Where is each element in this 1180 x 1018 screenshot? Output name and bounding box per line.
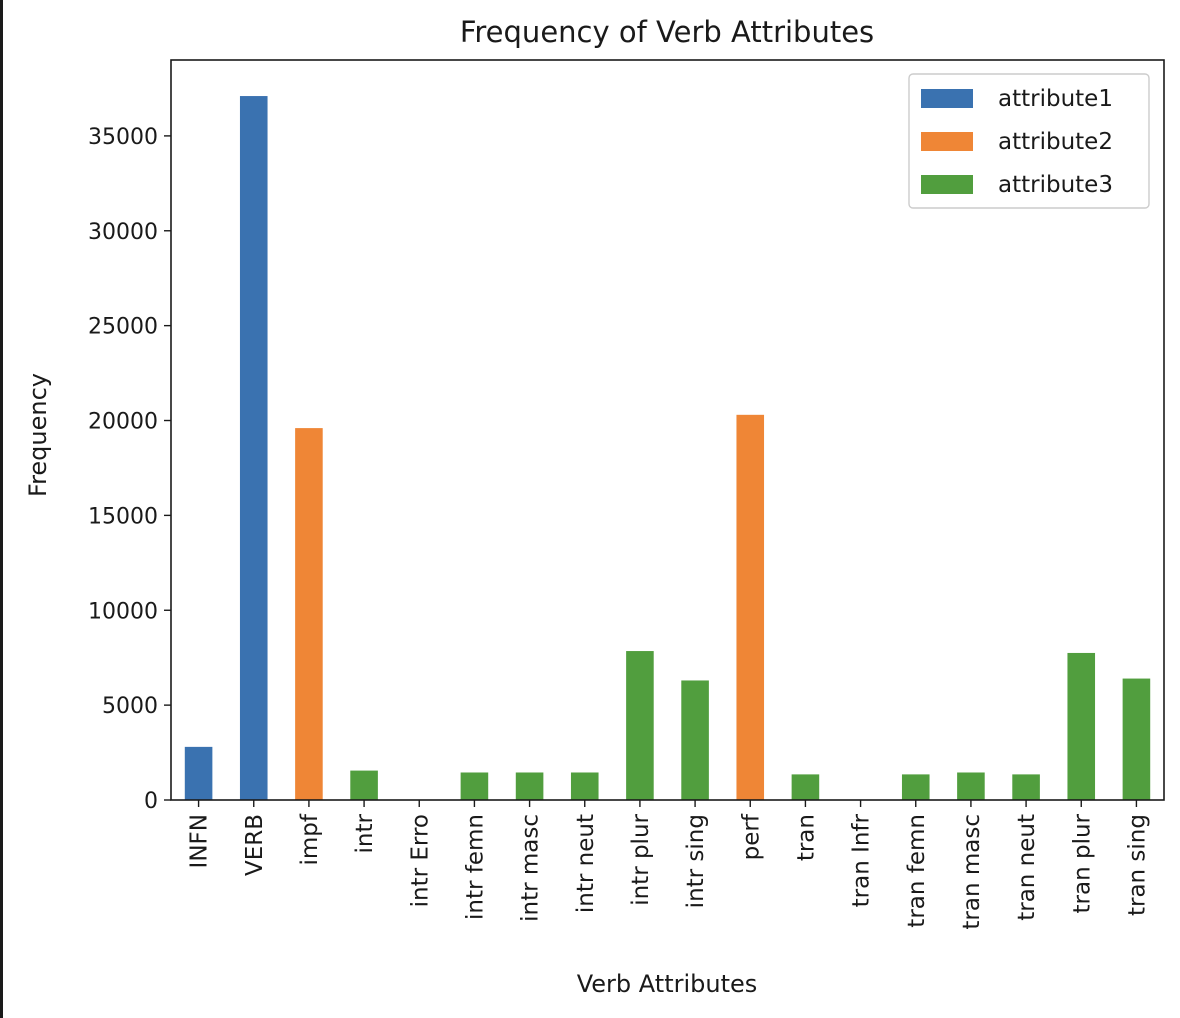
y-tick-label: 0 bbox=[144, 789, 158, 814]
y-axis-label: Frequency bbox=[24, 373, 52, 497]
legend-label-attribute1: attribute1 bbox=[998, 86, 1113, 112]
legend-swatch-attribute2 bbox=[921, 132, 973, 151]
x-tick-label: perf bbox=[738, 813, 764, 860]
bar-attribute3-tran-femn bbox=[901, 774, 930, 800]
x-tick-label: intr bbox=[352, 813, 378, 853]
y-tick-label: 20000 bbox=[88, 410, 158, 435]
x-tick-label: tran masc bbox=[959, 814, 985, 930]
window-edge bbox=[0, 0, 3, 1018]
legend-swatch-attribute3 bbox=[921, 175, 973, 194]
x-axis-label: Verb Attributes bbox=[577, 970, 758, 998]
legend-label-attribute2: attribute2 bbox=[998, 129, 1113, 155]
y-tick-label: 30000 bbox=[88, 220, 158, 245]
bar-attribute3-tran bbox=[791, 774, 820, 800]
bar-attribute3-intr-plur bbox=[626, 651, 654, 800]
x-tick-label: intr sing bbox=[683, 814, 709, 908]
bar-attribute1-verb bbox=[239, 96, 268, 801]
y-tick-label: 25000 bbox=[88, 315, 158, 340]
y-tick-label: 15000 bbox=[88, 504, 158, 529]
bar-attribute3-intr-masc bbox=[515, 772, 544, 800]
x-tick-label: tran bbox=[793, 814, 819, 861]
bar-attribute3-intr-sing bbox=[681, 680, 709, 800]
x-tick-label: VERB bbox=[242, 814, 268, 876]
bar-attribute3-tran-masc bbox=[957, 772, 985, 800]
x-tick-label: intr Erro bbox=[407, 814, 433, 907]
legend-swatch-attribute1 bbox=[921, 89, 973, 108]
x-tick-label: intr neut bbox=[573, 814, 599, 913]
chart-title: Frequency of Verb Attributes bbox=[460, 15, 874, 49]
x-tick-label: tran femn bbox=[904, 814, 930, 928]
x-tick-label: tran sing bbox=[1124, 814, 1150, 916]
plot-area: 0 5000 10000 15000 20000 25000 30000 35000 INFN V… bbox=[88, 59, 1165, 930]
x-tick-label: intr plur bbox=[628, 813, 654, 905]
bar-attribute3-tran-neut bbox=[1012, 774, 1040, 800]
bar-attribute1-infn bbox=[184, 746, 213, 800]
x-tick-label: tran plur bbox=[1069, 813, 1095, 913]
bar-attribute3-intr-femn bbox=[460, 772, 489, 800]
x-tick-label: tran Infr bbox=[849, 813, 875, 907]
bar-attribute3-intr bbox=[350, 770, 378, 800]
x-tick-label: intr masc bbox=[518, 814, 544, 922]
x-tick-label: INFN bbox=[187, 814, 213, 868]
x-tick-label: impf bbox=[297, 813, 323, 865]
legend-label-attribute3: attribute3 bbox=[998, 172, 1113, 198]
legend: attribute1 attribute2 attribute3 bbox=[908, 73, 1150, 209]
x-tick-label: intr femn bbox=[462, 814, 488, 920]
bar-attribute3-tran-sing bbox=[1122, 678, 1151, 800]
y-tick-label: 35000 bbox=[88, 125, 158, 150]
y-tick-label: 5000 bbox=[102, 694, 158, 719]
bar-attribute2-impf bbox=[295, 428, 323, 800]
y-tick-label: 10000 bbox=[88, 599, 158, 624]
bar-attribute3-intr-neut bbox=[570, 772, 599, 800]
plot-frame bbox=[170, 59, 1165, 801]
bar-attribute2-perf bbox=[736, 414, 765, 800]
x-tick-label: tran neut bbox=[1014, 814, 1040, 921]
bar-attribute3-tran-plur bbox=[1067, 652, 1096, 800]
